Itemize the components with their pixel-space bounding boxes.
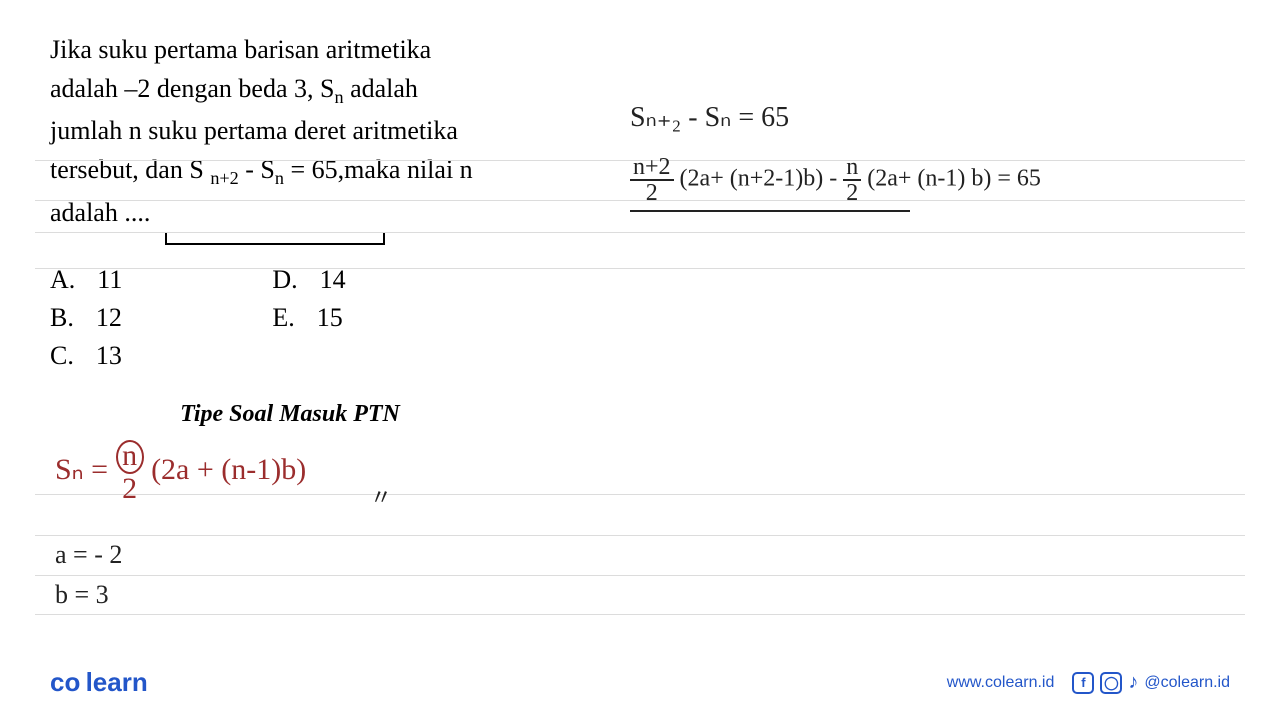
handwriting-b: b = 3: [55, 580, 109, 610]
question-line-4: tersebut, dan S n+2 - Sn = 65,maka nilai…: [50, 150, 630, 192]
option-e[interactable]: E.15: [272, 303, 345, 333]
ruled-line: [35, 614, 1245, 615]
ruled-line: [35, 232, 1245, 233]
ruled-line: [35, 268, 1245, 269]
tipe-soal-label: Tipe Soal Masuk PTN: [50, 401, 530, 428]
underbracket: [165, 233, 385, 245]
question-line-3: jumlah n suku pertama deret aritmetika: [50, 111, 630, 150]
facebook-icon[interactable]: f: [1072, 672, 1094, 694]
handwriting-a: a = - 2: [55, 540, 122, 570]
handwriting-ticks: 〃: [370, 480, 392, 512]
option-a[interactable]: A.11: [50, 265, 122, 295]
question-line-5: adalah ....: [50, 193, 630, 232]
handwriting-formula: Sₙ = n 2 (2a + (n-1)b): [55, 440, 306, 504]
handwriting-eq2: n+2 2 (2a+ (n+2-1)b) - n 2 (2a+ (n-1) b)…: [630, 155, 1041, 205]
tiktok-icon[interactable]: ♪: [1128, 671, 1138, 694]
option-d[interactable]: D.14: [272, 265, 345, 295]
footer-handle[interactable]: @colearn.id: [1144, 674, 1230, 692]
ruled-line: [35, 575, 1245, 576]
social-icons: f ◯ ♪ @colearn.id: [1072, 671, 1230, 694]
logo: co learn: [50, 667, 148, 698]
ruled-line: [35, 535, 1245, 536]
footer-url[interactable]: www.colearn.id: [947, 674, 1055, 692]
options: A.11 B.12 C.13 D.14 E.15: [50, 265, 1230, 371]
handwriting-eq1: Sₙ₊₂ - Sₙ = 65: [630, 100, 789, 134]
question-text: Jika suku pertama barisan aritmetika ada…: [50, 30, 630, 232]
question-block: Jika suku pertama barisan aritmetika ada…: [0, 0, 1280, 428]
option-c[interactable]: C.13: [50, 341, 122, 371]
instagram-icon[interactable]: ◯: [1100, 672, 1122, 694]
options-col-2: D.14 E.15: [272, 265, 345, 371]
question-line-2: adalah –2 dengan beda 3, Sn adalah: [50, 69, 630, 111]
footer-right: www.colearn.id f ◯ ♪ @colearn.id: [947, 671, 1230, 694]
options-col-1: A.11 B.12 C.13: [50, 265, 122, 371]
option-b[interactable]: B.12: [50, 303, 122, 333]
footer: co learn www.colearn.id f ◯ ♪ @colearn.i…: [50, 667, 1230, 698]
handwriting-eq2-underline: [630, 210, 910, 212]
question-line-1: Jika suku pertama barisan aritmetika: [50, 30, 630, 69]
